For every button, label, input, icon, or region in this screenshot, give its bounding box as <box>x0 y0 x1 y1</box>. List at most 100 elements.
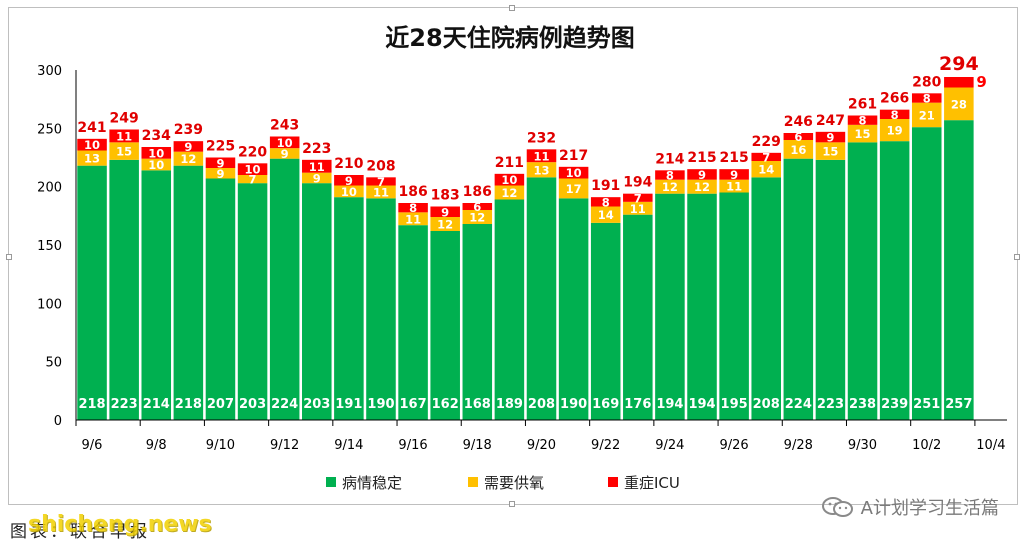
x-tick-label: 10/2 <box>912 438 941 453</box>
bar-segment-label: 194 <box>656 397 683 412</box>
bar-segment-label: 8 <box>666 169 674 183</box>
bar-stack: 203 710 220 <box>237 144 268 420</box>
resize-handle-bottom[interactable] <box>509 501 515 507</box>
bar-segment-label: 9 <box>826 131 834 145</box>
bar-segment-label: 12 <box>694 180 710 194</box>
bar-stack: 191 109 210 <box>334 156 364 420</box>
resize-handle-right[interactable] <box>1014 254 1020 260</box>
bar-segment-oxygen <box>205 168 236 179</box>
bar-segment-label: 7 <box>377 175 385 189</box>
bar-segment-oxygen <box>398 212 428 226</box>
bar-segment-oxygen <box>430 217 460 231</box>
bar-segment-stable <box>366 198 396 420</box>
bar-segment-label: 9 <box>976 73 986 91</box>
legend-label: 需要供氧 <box>484 474 544 492</box>
bar-segment-stable <box>911 127 942 421</box>
bar-segment-icu <box>911 93 942 103</box>
watermark-text: A计划学习生活篇 <box>860 498 999 519</box>
bar-segment-label: 208 <box>753 397 780 412</box>
bar-segment-stable <box>847 142 878 421</box>
y-tick-label: 150 <box>37 239 62 254</box>
x-axis: 9/6 9/8 9/10 9/12 9/14 9/16 9/18 9/20 9/22 9/24 9/… <box>75 419 1007 453</box>
bar-segment-label: 224 <box>271 397 298 412</box>
bar-segment-label: 257 <box>945 397 972 412</box>
bar-segment-icu <box>526 149 557 163</box>
bar-segment-label: 9 <box>313 171 321 185</box>
bar-segment-label: 218 <box>78 397 105 412</box>
bar-segment-label: 10 <box>84 138 100 152</box>
bar-segment-oxygen <box>783 140 814 159</box>
bar-segment-icu <box>109 129 139 143</box>
bar-segment-label: 189 <box>496 397 523 412</box>
resize-handle-top[interactable] <box>509 5 515 11</box>
bar-segment-stable <box>623 214 653 420</box>
bar-total-label: 183 <box>431 188 460 204</box>
bar-segment-label: 12 <box>662 180 678 194</box>
bar-segment-icu <box>462 203 493 210</box>
bar-segment-label: 194 <box>688 397 715 412</box>
bar-segment-icu <box>815 131 846 143</box>
bar-segment-label: 203 <box>239 397 266 412</box>
x-tick-label: 9/6 <box>82 438 103 453</box>
bar-segment-icu <box>494 173 525 186</box>
bar-stack: 223 15 11 249 <box>109 111 139 421</box>
bar-segment-label: 10 <box>501 173 517 187</box>
bar-total-label: 225 <box>206 139 235 155</box>
bar-segment-oxygen <box>911 102 942 128</box>
y-tick-label: 50 <box>45 356 62 371</box>
y-tick-label: 250 <box>37 122 62 137</box>
bar-segment-stable <box>109 159 139 421</box>
bar-segment-stable <box>334 197 364 420</box>
bar-total-label: 280 <box>912 74 941 90</box>
bar-segment-stable <box>302 183 332 420</box>
resize-handle-left[interactable] <box>6 254 12 260</box>
bar-segment-label: 167 <box>400 397 427 412</box>
bar-segment-label: 195 <box>721 397 748 412</box>
bar-segment-oxygen <box>879 119 910 142</box>
bar-segment-label: 15 <box>855 127 871 141</box>
bar-segment-icu <box>398 203 428 213</box>
legend-swatch <box>608 477 618 487</box>
x-tick-label: 9/22 <box>591 438 620 453</box>
x-tick-label: 9/18 <box>463 438 492 453</box>
bar-segment-icu <box>237 163 268 175</box>
bar-segment-label: 10 <box>245 163 261 177</box>
bar-segment-stable <box>462 224 493 420</box>
bar-total-label: 215 <box>720 150 749 166</box>
bar-segment-label: 12 <box>180 152 196 166</box>
bar-segment-icu <box>879 109 910 119</box>
bar-stack: 194 128 214 <box>655 151 685 420</box>
bar-segment-stable <box>751 177 781 420</box>
bar-segment-oxygen <box>173 151 204 166</box>
bar-segment-label: 190 <box>560 397 587 412</box>
bar-segment-icu <box>302 159 332 173</box>
bar-segment-label: 6 <box>473 200 481 214</box>
bar-stack: 218 129 239 <box>173 122 204 420</box>
bar-segment-icu <box>366 177 396 186</box>
bar-segment-label: 11 <box>533 149 549 163</box>
bar-segment-oxygen <box>334 185 364 198</box>
bar-segment-label: 9 <box>216 156 224 170</box>
bar-segment-icu <box>141 147 172 159</box>
bar-segment-oxygen <box>462 210 493 224</box>
bar-segment-label: 17 <box>566 182 582 196</box>
bar-stack: 203 911 223 <box>302 141 332 420</box>
x-tick-label: 9/20 <box>527 438 556 453</box>
bar-segment-label: 10 <box>277 136 293 150</box>
bar-total-label: 214 <box>655 151 684 167</box>
bar-segment-icu <box>751 152 781 161</box>
chart-title: 近28天住院病例趋势图 <box>385 24 634 52</box>
bar-segment-oxygen <box>494 185 525 200</box>
bar-segment-label: 9 <box>184 140 192 154</box>
bar-segment-label: 8 <box>602 195 610 209</box>
bar-stack: 224 910 243 <box>269 118 300 420</box>
bar-total-label: 223 <box>302 141 331 157</box>
bar-segment-oxygen <box>815 142 846 160</box>
